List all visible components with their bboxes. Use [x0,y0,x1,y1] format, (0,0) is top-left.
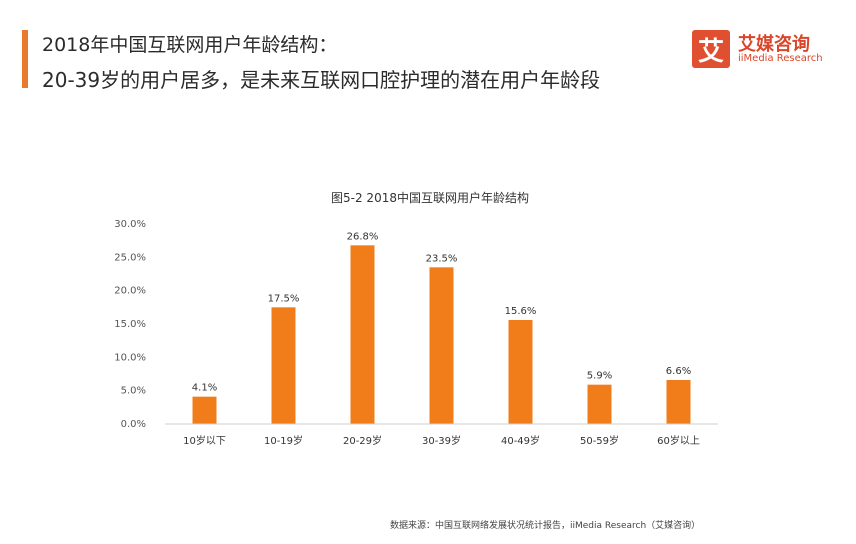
bar [508,320,533,424]
bar-series: 4.1% 17.5% 26.8% 23.5% 15.6% 5.9% 6.6% [192,231,691,424]
data-label: 6.6% [666,366,691,377]
category-label: 10岁以下 [183,434,226,447]
brand-mark-icon: 艾 [692,30,730,68]
source-note: 数据来源：中国互联网络发展状况统计报告，iiMedia Research（艾媒咨… [390,521,701,531]
category-label: 60岁以上 [657,434,700,447]
brand-name: 艾媒咨询 [738,34,810,55]
y-tick-label: 25.0% [114,252,146,263]
bar [429,267,454,424]
data-label: 23.5% [426,253,458,264]
data-label: 17.5% [268,293,300,304]
category-label: 50-59岁 [580,434,619,447]
data-label: 15.6% [505,306,537,317]
bar [271,307,296,424]
accent-bar [22,30,28,88]
data-label: 26.8% [347,231,379,242]
category-label: 10-19岁 [264,434,303,447]
y-tick-label: 5.0% [121,386,146,397]
headline-subtitle: 20-39岁的用户居多，是未来互联网口腔护理的潜在用户年龄段 [42,68,601,92]
data-label: 5.9% [587,371,612,382]
x-axis: 10岁以下 10-19岁 20-29岁 30-39岁 40-49岁 50-59岁 60岁以上 [165,423,718,447]
data-label: 4.1% [192,383,217,394]
bar [192,396,217,424]
bar [350,245,375,424]
y-tick-label: 10.0% [114,352,146,363]
y-tick-label: 20.0% [114,286,146,297]
y-tick-label: 0.0% [121,419,146,430]
y-tick-label: 30.0% [114,219,146,230]
brand-subname: iiMedia Research [738,53,823,64]
y-axis: 0.0% 5.0% 10.0% 15.0% 20.0% 25.0% 30.0% [114,219,146,430]
category-label: 40-49岁 [501,434,540,447]
bar [587,384,612,424]
chart-title: 图5-2 2018中国互联网用户年龄结构 [331,190,529,205]
category-label: 20-29岁 [343,434,382,447]
headline-title: 2018年中国互联网用户年龄结构： [42,34,338,56]
brand-logo: 艾 艾媒咨询 iiMedia Research [692,28,842,72]
bar [666,380,691,424]
y-tick-label: 15.0% [114,319,146,330]
category-label: 30-39岁 [422,434,461,447]
